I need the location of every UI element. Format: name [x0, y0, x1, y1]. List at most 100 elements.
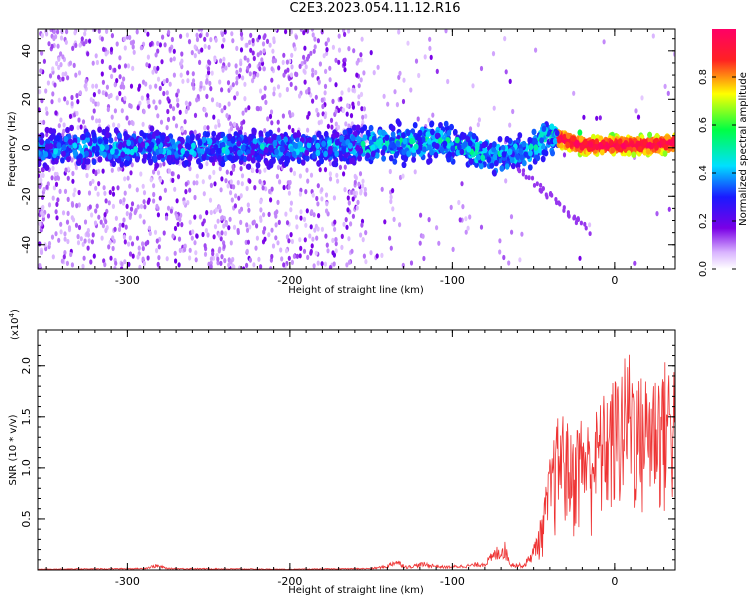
noise-cell	[287, 255, 291, 261]
noise-cell	[262, 66, 266, 72]
x-tick-label: -300	[115, 575, 140, 588]
noise-cell	[193, 112, 198, 118]
ridge-cell	[44, 143, 50, 150]
noise-cell	[256, 52, 260, 58]
branch-cell	[572, 214, 577, 220]
noise-cell	[466, 225, 470, 231]
exponent-base: (x10	[10, 317, 21, 340]
noise-cell	[168, 46, 172, 52]
noise-cell	[502, 254, 506, 261]
noise-cell	[229, 259, 233, 265]
noise-cell	[274, 222, 278, 228]
noise-cell	[265, 38, 270, 45]
ridge-cell	[390, 125, 396, 132]
noise-cell	[129, 212, 133, 218]
noise-cell	[193, 240, 197, 246]
noise-cell	[229, 190, 233, 196]
ridge-cell	[180, 148, 186, 155]
noise-cell	[212, 234, 216, 240]
noise-cell	[223, 230, 228, 236]
chart-title: C2E3.2023.054.11.12.R16	[289, 1, 461, 16]
noise-cell	[156, 261, 160, 267]
ridge-cell	[252, 138, 258, 145]
noise-cell	[94, 53, 98, 59]
ridge-cell	[637, 146, 643, 153]
noise-cell	[333, 219, 337, 225]
noise-cell	[167, 168, 171, 174]
noise-cell	[311, 192, 315, 198]
ridge-cell	[231, 155, 237, 162]
noise-cell	[285, 86, 289, 93]
noise-cell	[246, 65, 250, 71]
noise-cell	[146, 93, 150, 99]
noise-cell	[320, 97, 324, 103]
ridge-cell	[85, 136, 90, 143]
noise-cell	[360, 222, 364, 228]
ridge-cell	[492, 153, 498, 161]
noise-cell	[183, 119, 187, 125]
noise-cell	[159, 177, 163, 183]
noise-cell	[233, 203, 237, 209]
noise-cell	[336, 124, 341, 130]
noise-cell	[383, 219, 387, 225]
ridge-cell	[501, 151, 507, 158]
branch-cell	[524, 174, 528, 180]
ridge-cell	[300, 159, 306, 166]
noise-cell	[184, 189, 188, 195]
noise-cell	[59, 221, 63, 227]
noise-cell	[130, 119, 134, 126]
noise-cell	[423, 54, 427, 60]
ridge-cell	[565, 141, 571, 149]
ridge-cell	[146, 133, 152, 140]
noise-cell	[97, 181, 101, 187]
noise-cell	[207, 59, 211, 65]
noise-cell	[253, 185, 257, 191]
noise-cell	[340, 233, 344, 239]
noise-cell	[94, 83, 98, 89]
noise-cell	[156, 212, 160, 218]
noise-cell	[141, 241, 145, 247]
noise-cell	[234, 193, 238, 199]
noise-cell	[270, 66, 274, 72]
noise-cell	[271, 243, 276, 249]
ridge-cell	[662, 150, 668, 157]
ridge-cell	[374, 152, 380, 159]
ridge-cell	[380, 149, 386, 156]
noise-cell	[87, 238, 91, 244]
noise-cell	[362, 106, 366, 112]
noise-cell	[123, 95, 127, 101]
ridge-cell	[284, 155, 290, 163]
ridge-cell	[409, 138, 414, 145]
ridge-cell	[395, 118, 401, 125]
noise-cell	[178, 216, 182, 223]
noise-cell	[154, 52, 158, 58]
noise-cell	[409, 260, 414, 266]
noise-cell	[122, 36, 126, 42]
noise-cell	[298, 63, 302, 69]
noise-cell	[180, 222, 184, 228]
noise-cell	[236, 180, 240, 186]
noise-cell	[59, 62, 63, 68]
noise-cell	[270, 227, 274, 233]
noise-cell	[218, 79, 222, 85]
noise-cell	[270, 186, 274, 192]
noise-cell	[70, 101, 74, 107]
noise-cell	[458, 217, 462, 223]
ridge-cell	[517, 132, 523, 139]
noise-cell	[256, 72, 260, 78]
noise-cell	[328, 161, 333, 167]
ridge-cell	[38, 160, 42, 167]
noise-cell	[419, 212, 423, 218]
noise-cell	[270, 120, 274, 126]
noise-cell	[156, 65, 160, 71]
ridge-cell	[149, 125, 155, 132]
noise-cell	[139, 45, 143, 51]
noise-cell	[392, 216, 396, 222]
noise-cell	[181, 78, 185, 84]
noise-cell	[76, 99, 80, 105]
ridge-cell	[66, 155, 71, 163]
noise-cell	[50, 234, 55, 240]
ridge-cell	[647, 136, 653, 144]
ridge-cell	[478, 162, 484, 170]
ridge-cell	[665, 134, 670, 141]
